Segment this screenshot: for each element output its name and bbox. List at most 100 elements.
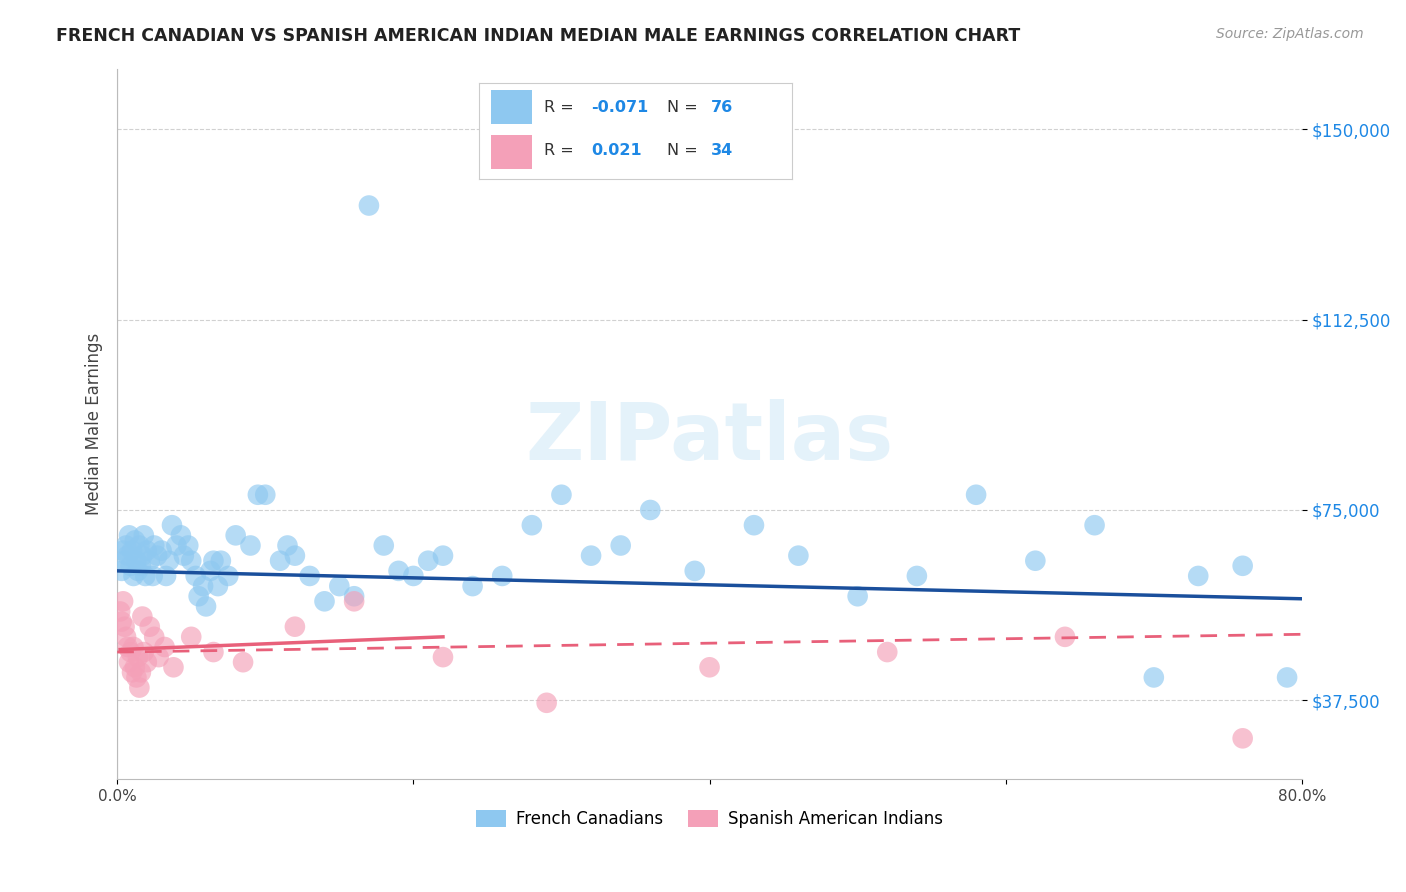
Point (187, 589, 209, 603)
Point (1275, 670, 1298, 684)
Point (125, 554, 148, 568)
Point (139, 554, 162, 568)
Point (491, 569, 513, 583)
Point (579, 549, 602, 563)
Point (343, 594, 366, 608)
Point (118, 528, 141, 542)
Point (298, 569, 321, 583)
Point (742, 518, 765, 533)
Point (276, 539, 298, 553)
Point (846, 589, 869, 603)
Point (153, 640, 176, 654)
Point (155, 569, 177, 583)
Point (1187, 569, 1209, 583)
Point (121, 665, 143, 680)
Point (284, 620, 307, 634)
Point (202, 554, 225, 568)
Point (115, 539, 138, 553)
Point (114, 554, 136, 568)
Point (550, 488, 572, 502)
Point (402, 569, 425, 583)
Point (207, 579, 229, 593)
Point (461, 579, 484, 593)
Point (246, 488, 269, 502)
Point (127, 564, 149, 578)
Point (135, 655, 157, 669)
Point (432, 650, 454, 665)
Point (143, 539, 166, 553)
Point (1232, 731, 1254, 746)
Point (131, 549, 153, 563)
Point (191, 579, 214, 593)
Point (202, 645, 225, 659)
Point (357, 198, 380, 212)
Point (328, 579, 350, 593)
Point (160, 518, 183, 533)
Point (640, 503, 662, 517)
Point (536, 696, 558, 710)
Point (162, 660, 184, 674)
Point (209, 554, 232, 568)
Point (1084, 518, 1107, 533)
Point (418, 554, 440, 568)
Point (132, 645, 155, 659)
Point (118, 655, 141, 669)
Point (132, 528, 155, 542)
Point (143, 630, 166, 644)
Point (114, 620, 136, 634)
Point (195, 599, 218, 614)
Point (217, 569, 239, 583)
Point (111, 564, 134, 578)
Point (128, 539, 150, 553)
Point (146, 549, 169, 563)
Point (139, 620, 162, 634)
Point (1232, 558, 1254, 573)
Y-axis label: Median Male Earnings: Median Male Earnings (86, 333, 103, 515)
Text: ZIPatlas: ZIPatlas (526, 399, 894, 477)
Point (1024, 554, 1046, 568)
Point (148, 650, 170, 665)
Point (232, 655, 254, 669)
Point (111, 615, 134, 629)
Point (180, 554, 202, 568)
Point (180, 630, 202, 644)
Point (117, 640, 139, 654)
Point (135, 543, 157, 558)
Point (157, 554, 180, 568)
Legend: French Canadians, Spanish American Indians: French Canadians, Spanish American India… (470, 803, 950, 835)
Point (115, 630, 138, 644)
Point (314, 594, 336, 608)
Point (120, 645, 142, 659)
Point (117, 549, 139, 563)
Point (150, 543, 173, 558)
Point (120, 558, 142, 573)
Point (787, 549, 810, 563)
Point (121, 543, 143, 558)
Point (131, 609, 153, 624)
Point (239, 539, 262, 553)
Point (373, 539, 395, 553)
Point (124, 533, 146, 548)
Text: FRENCH CANADIAN VS SPANISH AMERICAN INDIAN MEDIAN MALE EARNINGS CORRELATION CHAR: FRENCH CANADIAN VS SPANISH AMERICAN INDI… (56, 27, 1021, 45)
Point (609, 539, 631, 553)
Point (177, 539, 200, 553)
Point (173, 549, 195, 563)
Point (520, 518, 543, 533)
Point (170, 528, 193, 542)
Point (122, 569, 145, 583)
Point (200, 564, 222, 578)
Point (254, 488, 277, 502)
Point (432, 549, 454, 563)
Point (225, 528, 247, 542)
Point (129, 558, 152, 573)
Point (1143, 670, 1166, 684)
Point (128, 681, 150, 695)
Point (905, 569, 928, 583)
Point (125, 670, 148, 684)
Point (965, 488, 987, 502)
Point (1053, 630, 1076, 644)
Point (343, 589, 366, 603)
Point (387, 564, 409, 578)
Point (112, 594, 135, 608)
Point (142, 569, 165, 583)
